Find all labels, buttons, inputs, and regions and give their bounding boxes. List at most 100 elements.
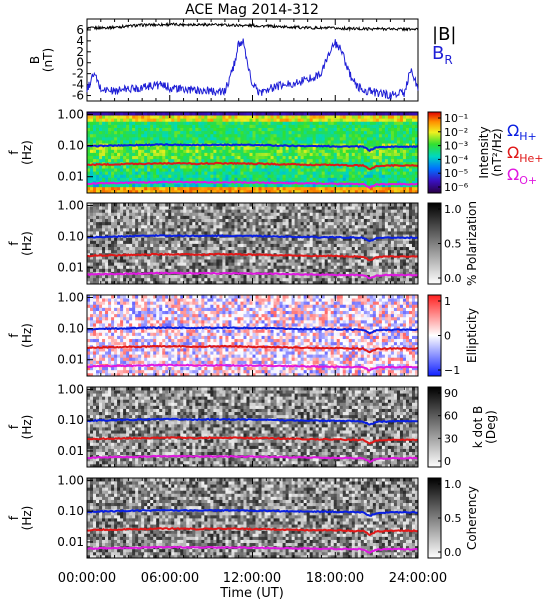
spectrogram-cell [291,265,296,269]
spectrogram-cell [312,183,317,188]
spectrogram-cell [324,124,329,128]
spectrogram-cell [132,212,136,216]
spectrogram-cell [360,124,365,128]
spectrogram-cell [204,249,208,254]
spectrogram-cell [297,158,302,163]
spectrogram-cell [366,146,371,150]
spectrogram-cell [237,246,241,251]
spectrogram-cell [231,158,235,163]
spectrogram-cell [123,277,127,282]
spectrogram-cell [351,118,356,122]
spectrogram-cell [225,124,229,128]
spectrogram-cell [411,146,416,150]
spectrogram-cell [228,164,232,169]
spectrogram-cell [162,177,166,181]
spectrogram-cell [288,218,293,223]
spectrogram-cell [363,140,368,144]
spectrogram-cell [234,212,238,216]
spectrogram-cell [129,186,133,191]
spectrogram-cell [102,277,106,282]
spectrogram-cell [180,158,184,163]
spectrogram-cell [219,155,223,160]
spectrogram-cell [180,227,184,232]
spectrogram-cell [387,136,392,141]
spectrogram-cell [249,186,253,191]
spectrogram-cell [159,158,163,163]
spectrogram-cell [348,189,353,194]
spectrogram-cell [255,227,259,232]
spectrogram-cell [396,177,401,181]
spectrogram-cell [306,133,311,138]
spectrogram-cell [315,112,320,116]
spectrogram-cell [102,218,106,223]
spectrogram-cell [261,227,265,232]
spectrogram-cell [117,212,121,216]
spectrogram-cell [108,246,112,251]
spectrogram-cell [234,118,238,122]
spectrogram-cell [294,130,299,135]
spectrogram-cell [279,231,283,235]
spectrogram-cell [99,277,103,282]
spectrogram-cell [171,186,175,191]
spectrogram-cell [93,240,97,244]
spectrogram-cell [189,227,193,232]
spectrogram-cell [282,177,286,181]
spectrogram-cell [153,227,157,232]
spectrogram-cell [162,189,166,194]
spectrogram-cell [120,168,124,172]
spectrogram-cell [192,265,196,269]
spectrogram-cell [177,224,181,229]
spectrogram-cell [90,227,94,232]
spectrogram-cell [240,249,244,254]
spectrogram-cell [186,262,190,266]
spectrogram-cell [195,121,199,125]
spectrogram-cell [186,265,190,269]
spectrogram-cell [210,112,214,116]
spectrogram-cell [168,127,172,132]
spectrogram-cell [243,246,247,251]
spectrogram-cell [279,246,283,251]
spectrogram-cell [234,249,238,254]
spectrogram-cell [366,118,371,122]
spectrogram-cell [249,146,253,150]
y-tick-label: 1.00 [57,107,84,121]
spectrogram-cell [258,183,262,188]
spectrogram-cell [192,231,196,235]
spectrogram-cell [294,252,299,257]
spectrogram-cell [207,209,211,213]
spectrogram-cell [267,209,271,213]
spectrogram-cell [201,149,205,153]
spectrogram-cell [294,177,299,181]
spectrogram-cell [174,277,178,282]
spectrogram-cell [273,249,277,254]
spectrogram-cell [261,265,265,269]
spectrogram-cell [267,146,271,150]
spectrogram-cell [291,189,296,194]
spectrogram-cell [156,174,160,178]
spectrogram-cell [333,118,338,122]
spectrogram-cell [309,237,314,241]
spectrogram-cell [135,136,139,141]
spectrogram-cell [114,224,118,229]
spectrogram-cell [411,158,416,163]
spectrogram-cell [180,259,184,263]
spectrogram-cell [198,146,202,150]
spectrogram-cell [177,152,181,157]
spectrogram-cell [174,183,178,188]
spectrogram-cell [249,246,253,251]
spectrogram-cell [141,136,145,141]
spectrogram-cell [363,180,368,185]
spectrogram-cell [168,268,172,272]
spectrogram-cell [174,130,178,135]
spectrogram-cell [258,203,262,207]
spectrogram-cell [264,121,268,125]
spectrogram-cell [243,130,247,135]
spectrogram-cell [159,255,163,260]
spectrogram-cell [150,227,154,232]
spectrogram-cell [282,149,286,153]
spectrogram-cell [234,149,238,153]
spectrogram-cell [204,130,208,135]
spectrogram-cell [255,133,259,138]
spectrogram-cell [282,112,286,116]
spectrogram-cell [297,215,302,219]
